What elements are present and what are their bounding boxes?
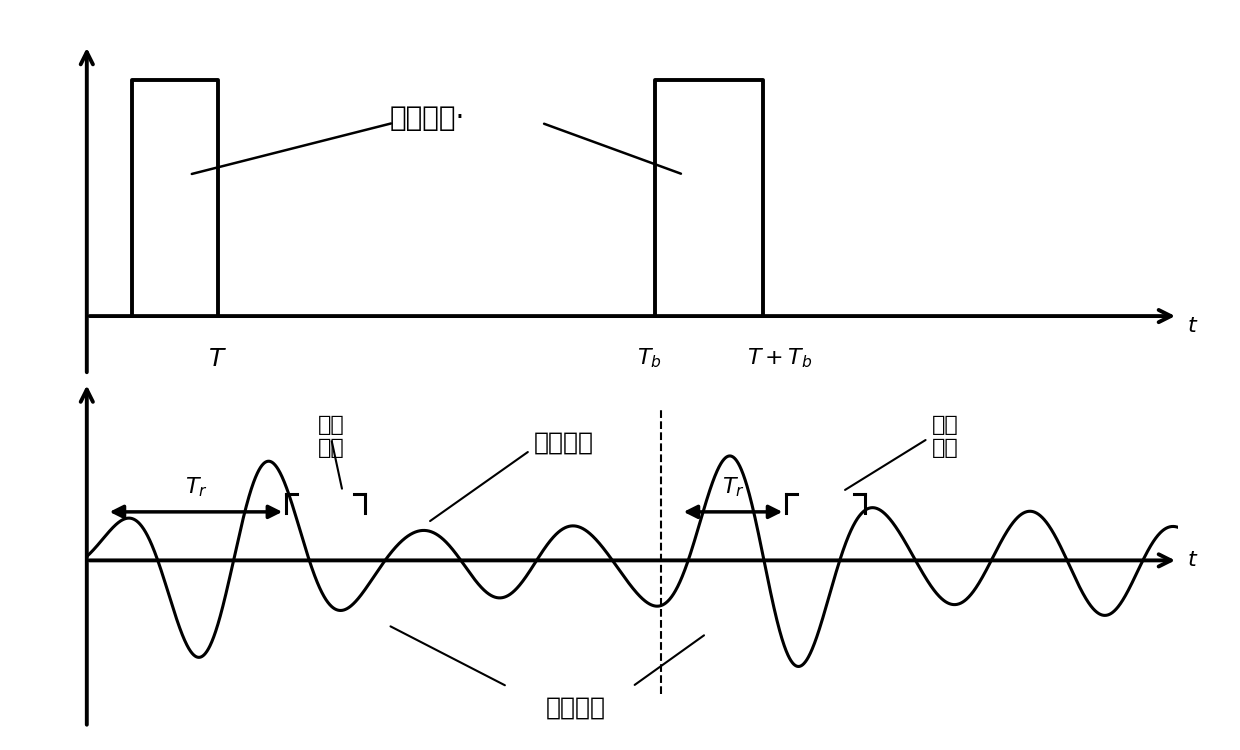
Text: $T_r$: $T_r$ bbox=[722, 476, 744, 499]
Text: $T_r$: $T_r$ bbox=[185, 476, 207, 499]
Text: 时间
窗口: 时间 窗口 bbox=[931, 415, 959, 458]
Text: 接收回波: 接收回波 bbox=[534, 431, 594, 455]
Text: 发射脉冲·: 发射脉冲· bbox=[391, 104, 465, 132]
Text: $t$: $t$ bbox=[1187, 550, 1199, 572]
Text: $T+T_b$: $T+T_b$ bbox=[748, 346, 813, 370]
Text: $T_b$: $T_b$ bbox=[637, 346, 662, 370]
Text: $t$: $t$ bbox=[1187, 314, 1199, 337]
Text: $T$: $T$ bbox=[208, 346, 227, 370]
Text: 截取信号: 截取信号 bbox=[546, 695, 605, 719]
Text: 时间
窗口: 时间 窗口 bbox=[317, 415, 345, 458]
